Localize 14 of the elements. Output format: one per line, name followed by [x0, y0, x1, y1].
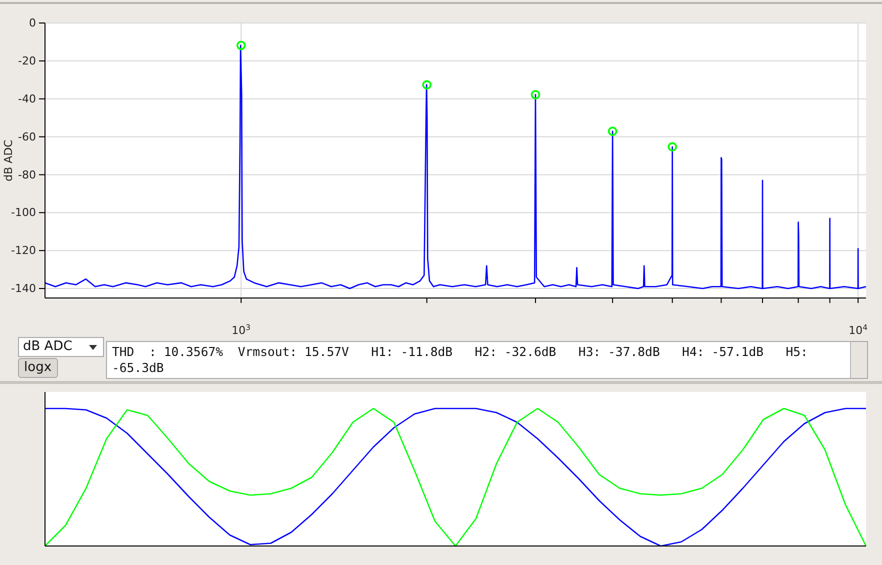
y-axis-title: dB ADC [2, 139, 15, 182]
y-tick-label: -140 [11, 282, 36, 296]
x-tick-label: 10$^{4}$ [848, 322, 868, 337]
y-tick-label: -60 [18, 130, 36, 144]
button: logx [18, 358, 58, 378]
dropdown: dB ADC [18, 337, 104, 357]
y-tick-label: -120 [11, 244, 36, 258]
readout-field: THD : 10.3567% Vrmsout: 15.57V H1: -11.8dB H2: -32.6dB H3: -37.8dB H4: -57.1dB H5: -65.3dB [106, 341, 868, 379]
y-tick-label: -100 [11, 206, 36, 220]
y-tick-label: -20 [18, 54, 36, 68]
y-tick-label: 0 [29, 16, 36, 30]
y-tick-label: -80 [18, 168, 36, 182]
y-tick-label: -40 [18, 92, 36, 106]
x-tick-label: 10$^{3}$ [232, 322, 251, 337]
